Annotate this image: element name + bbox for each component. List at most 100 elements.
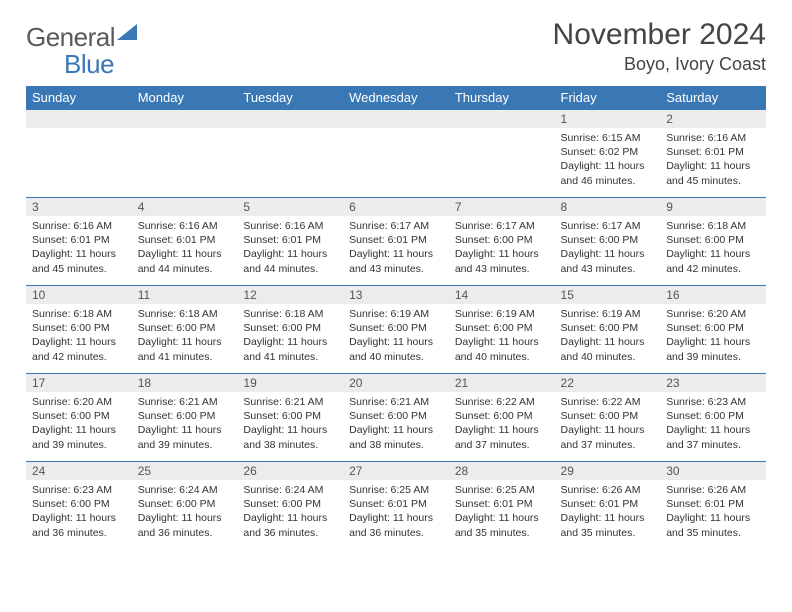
calendar-row: 1Sunrise: 6:15 AMSunset: 6:02 PMDaylight…	[26, 109, 766, 197]
sunrise-line: Sunrise: 6:18 AM	[243, 308, 323, 320]
sunset-line: Sunset: 6:00 PM	[666, 410, 744, 422]
sunrise-line: Sunrise: 6:17 AM	[561, 220, 641, 232]
day-number: 5	[237, 198, 343, 216]
location: Boyo, Ivory Coast	[553, 54, 766, 75]
day-details	[132, 128, 238, 135]
sunset-line: Sunset: 6:00 PM	[32, 410, 110, 422]
daylight-line: Daylight: 11 hours and 35 minutes.	[666, 512, 750, 538]
sunrise-line: Sunrise: 6:21 AM	[138, 396, 218, 408]
calendar-cell	[237, 109, 343, 197]
daylight-line: Daylight: 11 hours and 36 minutes.	[138, 512, 222, 538]
sunset-line: Sunset: 6:00 PM	[561, 410, 639, 422]
day-details: Sunrise: 6:16 AM Sunset: 6:01 PM Daylight:…	[237, 216, 343, 280]
day-number: 6	[343, 198, 449, 216]
sunrise-line: Sunrise: 6:26 AM	[561, 484, 641, 496]
day-number: 28	[449, 462, 555, 480]
daylight-line: Daylight: 11 hours and 36 minutes.	[349, 512, 433, 538]
calendar-cell: 9Sunrise: 6:18 AMSunset: 6:00 PMDaylight…	[660, 197, 766, 285]
day-number: 26	[237, 462, 343, 480]
day-number: 11	[132, 286, 238, 304]
month-title: November 2024	[553, 18, 766, 52]
day-details: Sunrise: 6:16 AMSunset: 6:01 PMDaylight:…	[26, 216, 132, 280]
daylight-line: Daylight: 11 hours and 37 minutes.	[666, 424, 750, 450]
day-details: Sunrise: 6:19 AMSunset: 6:00 PMDaylight:…	[555, 304, 661, 368]
daylight-line: Daylight: 11 hours and 36 minutes.	[243, 512, 327, 538]
day-number: 25	[132, 462, 238, 480]
sunrise-line: Sunrise: 6:19 AM	[455, 308, 535, 320]
day-details: Sunrise: 6:17 AMSunset: 6:00 PMDaylight:…	[449, 216, 555, 280]
sunset-line: Sunset: 6:01 PM	[243, 234, 321, 246]
day-number: 19	[237, 374, 343, 392]
day-details: Sunrise: 6:19 AMSunset: 6:00 PMDaylight:…	[449, 304, 555, 368]
daylight-line: Daylight: 11 hours and 35 minutes.	[561, 512, 645, 538]
sunset-line: Sunset: 6:00 PM	[138, 410, 216, 422]
calendar-cell: 25Sunrise: 6:24 AMSunset: 6:00 PMDayligh…	[132, 461, 238, 549]
sunset-line: Sunset: 6:01 PM	[138, 234, 216, 246]
sunrise-line: Sunrise: 6:15 AM	[561, 132, 641, 144]
sunset-line: Sunset: 6:00 PM	[243, 498, 321, 510]
day-number: 14	[449, 286, 555, 304]
daylight-line: Daylight: 11 hours and 35 minutes.	[455, 512, 539, 538]
sunset-line: Sunset: 6:01 PM	[349, 498, 427, 510]
day-details: Sunrise: 6:17 AM Sunset: 6:00 PM Daylight:…	[555, 216, 661, 280]
day-details: Sunrise: 6:20 AMSunset: 6:00 PMDaylight:…	[660, 304, 766, 368]
day-details: Sunrise: 6:21 AM Sunset: 6:00 PM Daylight:…	[132, 392, 238, 456]
daylight-line: Daylight: 11 hours and 43 minutes.	[561, 248, 645, 274]
day-number: 29	[555, 462, 661, 480]
sunset-line: Sunset: 6:00 PM	[349, 410, 427, 422]
daylight-line: Daylight: 11 hours and 37 minutes.	[455, 424, 539, 450]
day-details: Sunrise: 6:18 AM Sunset: 6:00 PM Daylight:…	[237, 304, 343, 368]
calendar-cell: 27Sunrise: 6:25 AMSunset: 6:01 PMDayligh…	[343, 461, 449, 549]
day-details: Sunrise: 6:16 AMSunset: 6:01 PMDaylight:…	[132, 216, 238, 280]
calendar-row: 10Sunrise: 6:18 AMSunset: 6:00 PMDayligh…	[26, 285, 766, 373]
daylight-line: Daylight: 11 hours and 39 minutes.	[138, 424, 222, 450]
daylight-line: Daylight: 11 hours and 40 minutes.	[349, 336, 433, 362]
calendar-cell	[26, 109, 132, 197]
sunrise-line: Sunrise: 6:16 AM	[666, 132, 746, 144]
day-details: Sunrise: 6:18 AMSunset: 6:00 PMDaylight:…	[26, 304, 132, 368]
calendar-cell: 5 Sunrise: 6:16 AM Sunset: 6:01 PM Daylight…	[237, 197, 343, 285]
day-number: 8	[555, 198, 661, 216]
sunrise-line: Sunrise: 6:24 AM	[243, 484, 323, 496]
sunset-line: Sunset: 6:00 PM	[666, 322, 744, 334]
calendar-cell: 3Sunrise: 6:16 AMSunset: 6:01 PMDaylight…	[26, 197, 132, 285]
daylight-line: Daylight: 11 hours and 44 minutes.	[243, 248, 327, 274]
weekday-header-row: SundayMondayTuesdayWednesdayThursdayFrid…	[26, 86, 766, 109]
daylight-line: Daylight: 11 hours and 46 minutes.	[561, 160, 645, 186]
calendar-cell: 7Sunrise: 6:17 AMSunset: 6:00 PMDaylight…	[449, 197, 555, 285]
sunrise-line: Sunrise: 6:18 AM	[138, 308, 218, 320]
daylight-line: Daylight: 11 hours and 39 minutes.	[32, 424, 116, 450]
sunset-line: Sunset: 6:00 PM	[349, 322, 427, 334]
calendar-cell: 13Sunrise: 6:19 AMSunset: 6:00 PMDayligh…	[343, 285, 449, 373]
day-details: Sunrise: 6:21 AMSunset: 6:00 PMDaylight:…	[237, 392, 343, 456]
daylight-line: Daylight: 11 hours and 41 minutes.	[243, 336, 327, 362]
daylight-line: Daylight: 11 hours and 40 minutes.	[455, 336, 539, 362]
day-number: 7	[449, 198, 555, 216]
sunrise-line: Sunrise: 6:20 AM	[32, 396, 112, 408]
sunrise-line: Sunrise: 6:16 AM	[138, 220, 218, 232]
calendar-cell	[449, 109, 555, 197]
sunset-line: Sunset: 6:00 PM	[243, 322, 321, 334]
sunrise-line: Sunrise: 6:21 AM	[349, 396, 429, 408]
calendar-cell	[343, 109, 449, 197]
day-number: 2	[660, 110, 766, 128]
sunset-line: Sunset: 6:01 PM	[349, 234, 427, 246]
day-details	[237, 128, 343, 135]
sunset-line: Sunset: 6:00 PM	[561, 234, 639, 246]
sunrise-line: Sunrise: 6:16 AM	[243, 220, 323, 232]
calendar-cell: 4Sunrise: 6:16 AMSunset: 6:01 PMDaylight…	[132, 197, 238, 285]
title-block: November 2024 Boyo, Ivory Coast	[553, 18, 766, 75]
calendar-cell: 23Sunrise: 6:23 AMSunset: 6:00 PMDayligh…	[660, 373, 766, 461]
calendar-cell: 8 Sunrise: 6:17 AM Sunset: 6:00 PM Daylight…	[555, 197, 661, 285]
day-details: Sunrise: 6:24 AM Sunset: 6:00 PM Daylight:…	[237, 480, 343, 544]
sunrise-line: Sunrise: 6:22 AM	[561, 396, 641, 408]
daylight-line: Daylight: 11 hours and 42 minutes.	[666, 248, 750, 274]
sunrise-line: Sunrise: 6:17 AM	[455, 220, 535, 232]
sunset-line: Sunset: 6:00 PM	[32, 322, 110, 334]
sunset-line: Sunset: 6:01 PM	[561, 498, 639, 510]
day-number: 3	[26, 198, 132, 216]
day-number	[237, 110, 343, 128]
sunrise-line: Sunrise: 6:22 AM	[455, 396, 535, 408]
day-number: 13	[343, 286, 449, 304]
calendar-cell: 29 Sunrise: 6:26 AM Sunset: 6:01 PM Dayligh…	[555, 461, 661, 549]
